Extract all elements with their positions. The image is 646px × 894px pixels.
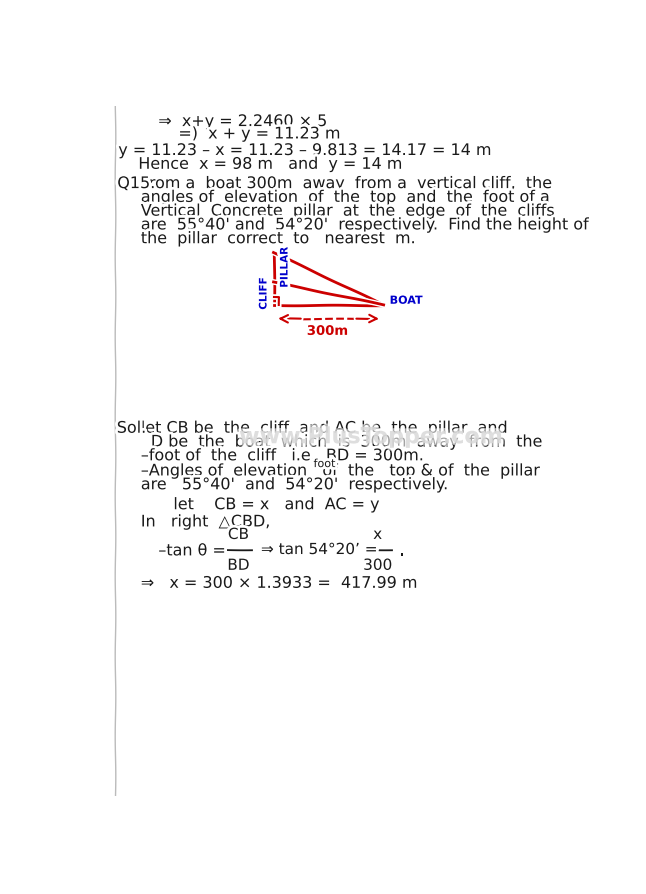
Text: x: x (373, 527, 382, 543)
Text: Sol.: Sol. (117, 421, 146, 436)
Text: let CB be  the  cliff  and AC be  the  pillar  and: let CB be the cliff and AC be the pillar… (141, 421, 510, 436)
Text: Vertical  Concrete  pillar  at  the  edge  of  the  cliffs: Vertical Concrete pillar at the edge of … (141, 205, 557, 219)
Text: .: . (399, 540, 406, 560)
Text: Q15.: Q15. (118, 177, 155, 192)
Text: Hence  x = 98 m   and  y = 14 m: Hence x = 98 m and y = 14 m (138, 157, 404, 173)
Text: ⇒   x = 300 × 1.3933 =  417.99 m: ⇒ x = 300 × 1.3933 = 417.99 m (141, 576, 418, 591)
Text: ⇒  x+y = 2.2460 × 5: ⇒ x+y = 2.2460 × 5 (158, 115, 328, 130)
Text: CLIFF: CLIFF (258, 278, 269, 310)
Text: D be  the  boat  which  is  300m  away  from  the: D be the boat which is 300m away from th… (151, 435, 545, 450)
Text: 300: 300 (363, 558, 392, 573)
Text: BD: BD (227, 558, 249, 573)
Text: are  55°40' and  54°20'  respectively.  Find the height of: are 55°40' and 54°20' respectively. Find… (141, 218, 591, 233)
Text: From a  boat 300m  away  from a  vertical cliff,  the: From a boat 300m away from a vertical cl… (141, 177, 554, 192)
Text: www.PlusTopper.com: www.PlusTopper.com (239, 427, 503, 448)
Text: let    CB = x   and  AC = y: let CB = x and AC = y (173, 498, 381, 512)
Text: BOAT: BOAT (390, 297, 422, 307)
Text: In   right  △CBD,: In right △CBD, (141, 515, 271, 530)
Text: –tan θ =: –tan θ = (158, 544, 226, 559)
Text: PILLAR: PILLAR (280, 248, 289, 289)
Text: are   55°40'  and  54°20'  respectively.: are 55°40' and 54°20' respectively. (141, 477, 450, 493)
Text: =)  x + y = 11.23 m: =) x + y = 11.23 m (178, 127, 341, 142)
Text: ⇒ tan 54°20’ =: ⇒ tan 54°20’ = (261, 543, 377, 557)
Text: angles of  elevation  of  the  top  and  the  foot of a: angles of elevation of the top and the f… (141, 190, 552, 206)
Text: the  pillar  correct  to   nearest  m.: the pillar correct to nearest m. (141, 232, 418, 247)
Text: 300m: 300m (307, 325, 348, 339)
Text: CB: CB (228, 527, 249, 543)
Text: foot: foot (313, 460, 335, 469)
Text: –Angles of  elevation   of  the   top & of  the  pillar: –Angles of elevation of the top & of the… (141, 464, 543, 479)
Text: –foot of  the  cliff   i.e,  BD = 300m.: –foot of the cliff i.e, BD = 300m. (141, 449, 425, 464)
Text: y = 11.23 – x = 11.23 – 9.813 = 14.17 = 14 m: y = 11.23 – x = 11.23 – 9.813 = 14.17 = … (118, 144, 493, 159)
